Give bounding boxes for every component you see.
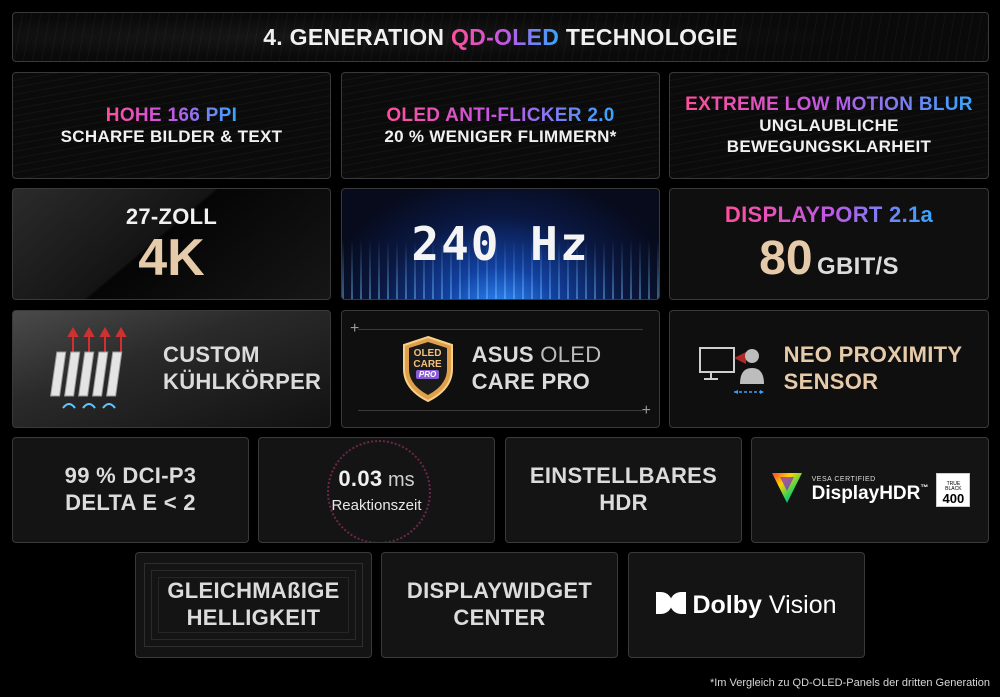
tile-240hz: 240 Hz — [341, 188, 660, 300]
footnote: *Im Vergleich zu QD-OLED-Panels der drit… — [709, 677, 990, 689]
frame-line — [358, 410, 643, 411]
flicker-title: OLED ANTI-FLICKER 2.0 — [386, 104, 615, 126]
tile-displaywidget: DISPLAYWIDGET CENTER — [381, 552, 618, 658]
care-brand: ASUS — [471, 342, 534, 368]
cooling-title-1: CUSTOM — [163, 342, 260, 368]
tile-anti-flicker: OLED ANTI-FLICKER 2.0 20 % WENIGER FLIMM… — [341, 72, 660, 179]
delta-e: DELTA E < 2 — [65, 490, 196, 515]
displayhdr-brand: DisplayHDR™ — [812, 483, 929, 505]
proximity-text: NEO PROXIMITY SENSOR — [784, 342, 963, 396]
cooling-title-2: KÜHLKÖRPER — [163, 369, 322, 394]
response-label: Reaktionszeit — [331, 496, 422, 514]
response-value: 0.03 ms — [338, 466, 414, 493]
tile-hdr: EINSTELLBARES HDR — [505, 437, 742, 543]
uniform-title-2: HELLIGKEIT — [186, 605, 321, 630]
care-title-1: ASUS OLED — [472, 342, 602, 369]
displayport-title: DISPLAYPORT 2.1a — [724, 202, 934, 228]
size-label: 27-ZOLL — [125, 203, 218, 229]
blur-subtitle-1: UNGLAUBLICHE — [759, 116, 899, 136]
displayhdr-word: DisplayHDR — [811, 482, 921, 504]
speed-rays — [342, 239, 659, 299]
displayhdr-logo-icon — [770, 471, 804, 510]
header-highlight: QD-OLED — [450, 23, 560, 50]
uniform-title-1: GLEICHMAßIGE — [167, 578, 340, 604]
badge-text-2: CARE — [413, 358, 442, 370]
heatsink-icon — [49, 322, 139, 417]
tile-ppi: HOHE 166 PPI SCHARFE BILDER & TEXT — [12, 72, 331, 179]
dolby-product: Vision — [768, 590, 837, 619]
proximity-title-2: SENSOR — [783, 369, 879, 394]
dolby-brand: Dolby — [692, 590, 762, 619]
tile-dci-p3: 99 % DCI-P3 DELTA E < 2 — [12, 437, 249, 543]
bandwidth-unit: GBIT/S — [817, 252, 899, 280]
header-prefix: 4. GENERATION — [263, 23, 451, 50]
care-title-2: CARE PRO — [471, 369, 591, 394]
hdr-title-2: HDR — [599, 490, 648, 515]
blur-title: EXTREME LOW MOTION BLUR — [685, 94, 973, 116]
response-number: 0.03 — [338, 466, 383, 492]
flicker-subtitle: 20 % WENIGER FLIMMERN* — [384, 126, 617, 146]
tile-vesa-hdr: VESA CERTIFIED DisplayHDR™ TRUE BLACK 40… — [751, 437, 989, 543]
badge-text-3: PRO — [415, 370, 440, 379]
frame-line — [358, 329, 643, 330]
true-black-badge: TRUE BLACK 400 — [936, 473, 971, 507]
header-banner: 4. GENERATION QD-OLED TECHNOLOGIE — [12, 12, 989, 62]
true-black-2: BLACK — [945, 485, 962, 492]
resolution-label: 4K — [138, 229, 205, 288]
tile-displayport: DISPLAYPORT 2.1a 80 GBIT/S — [669, 188, 989, 300]
tile-uniform-brightness: GLEICHMAßIGE HELLIGKEIT — [135, 552, 372, 658]
tile-proximity: NEO PROXIMITY SENSOR — [669, 310, 989, 428]
ppi-title: HOHE 166 PPI — [105, 104, 238, 126]
oled-care-shield-icon: OLED CARE PRO — [400, 335, 456, 403]
hdr-title-1: EINSTELLBARES — [529, 463, 718, 489]
widget-title-1: DISPLAYWIDGET — [406, 578, 593, 604]
dolby-logo-icon — [656, 591, 687, 619]
dci-title: 99 % DCI-P3 — [64, 463, 197, 489]
bandwidth-number: 80 — [759, 231, 813, 285]
ppi-subtitle: SCHARFE BILDER & TEXT — [60, 126, 283, 146]
tile-motion-blur: EXTREME LOW MOTION BLUR UNGLAUBLICHE BEW… — [669, 72, 989, 179]
tile-dolby-vision: Dolby Vision — [628, 552, 865, 658]
true-black-1: TRUE — [946, 480, 961, 487]
response-rings — [326, 440, 431, 542]
header-suffix: TECHNOLOGIE — [559, 23, 738, 50]
proximity-title-1: NEO PROXIMITY — [783, 342, 963, 368]
corner-plus-icon: + — [350, 320, 360, 337]
response-unit: ms — [382, 469, 415, 492]
bandwidth: 80 GBIT/S — [759, 231, 899, 286]
tile-oled-care: + + OLED CARE PRO ASUS OLED CARE PRO — [341, 310, 660, 428]
badge-text-1: OLED — [413, 348, 442, 359]
trademark: ™ — [920, 482, 929, 492]
blur-subtitle-2: BEWEGUNGSKLARHEIT — [726, 137, 932, 157]
cooling-text: CUSTOM KÜHLKÖRPER — [163, 342, 321, 396]
care-text: ASUS OLED CARE PRO — [472, 342, 602, 396]
header-title: 4. GENERATION QD-OLED TECHNOLOGIE — [263, 23, 738, 51]
proximity-sensor-icon — [696, 330, 770, 409]
vesa-text: VESA CERTIFIED DisplayHDR™ — [812, 476, 929, 505]
corner-plus-icon: + — [641, 402, 651, 419]
hdr-level: 400 — [942, 490, 965, 506]
tile-size-4k: 27-ZOLL 4K — [12, 188, 331, 300]
vesa-certified: VESA CERTIFIED — [811, 475, 876, 483]
tile-response-time: 0.03 ms Reaktionszeit — [258, 437, 495, 543]
uniform-frame — [144, 563, 363, 647]
dolby-wordmark: Dolby Vision — [692, 591, 836, 620]
tile-cooling: CUSTOM KÜHLKÖRPER — [12, 310, 331, 428]
widget-title-2: CENTER — [453, 605, 546, 630]
care-oled: OLED — [533, 342, 602, 368]
refresh-rate: 240 Hz — [411, 217, 590, 271]
